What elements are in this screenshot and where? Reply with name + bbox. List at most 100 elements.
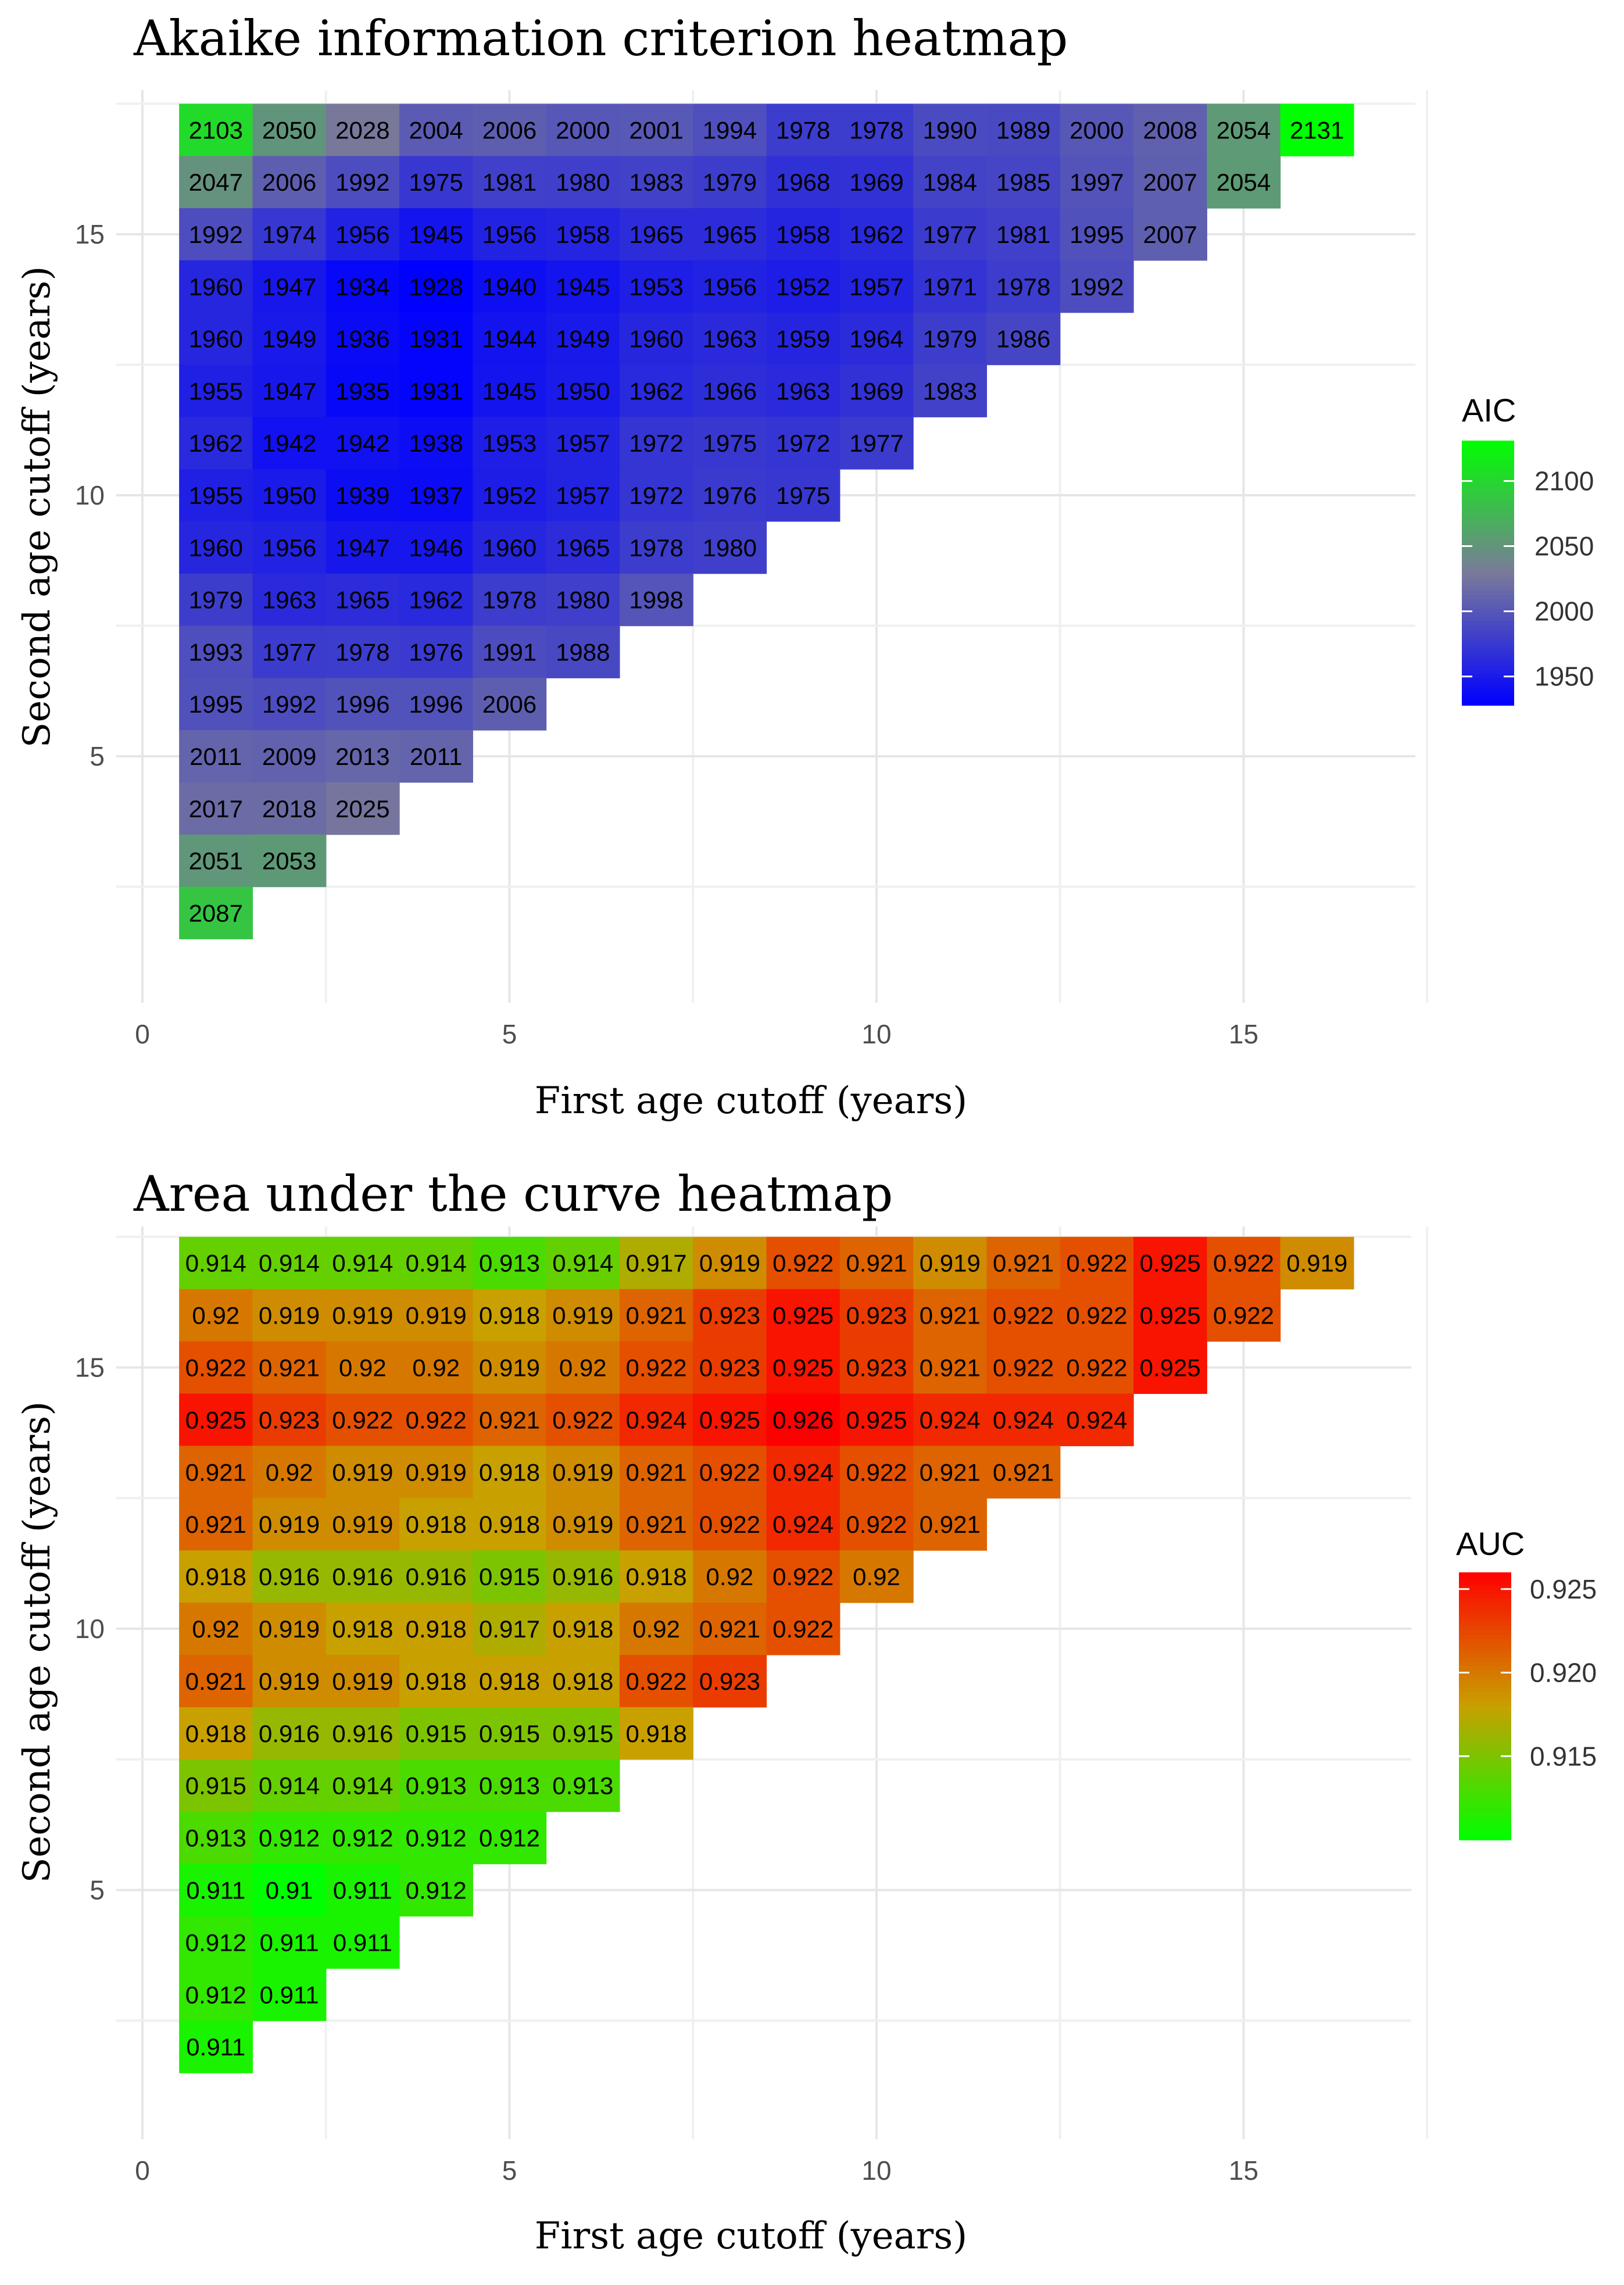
cell-value-label: 1964 <box>849 326 903 353</box>
x-axis-ticks: 0 5 10 15 <box>135 1019 1258 1049</box>
cell-value-label: 0.916 <box>552 1563 613 1590</box>
cell-value-label: 0.921 <box>846 1250 907 1277</box>
legend-colorbar-segment <box>1462 568 1514 574</box>
heatmap-cell <box>179 1759 253 1812</box>
heatmap-cell <box>839 312 914 366</box>
legend-colorbar-segment <box>1459 1733 1511 1738</box>
legend-colorbar-segment <box>1462 533 1514 538</box>
cell-value-label: 2013 <box>335 743 389 770</box>
cell-value-label: 0.919 <box>332 1668 393 1695</box>
heatmap-cell <box>325 1446 400 1499</box>
legend-colorbar-segment <box>1459 1786 1511 1791</box>
legend-colorbar-segment <box>1459 1817 1511 1823</box>
legend-colorbar-segment <box>1462 475 1514 481</box>
y-tick-label: 5 <box>90 1875 105 1905</box>
cell-value-label: 0.919 <box>920 1250 981 1277</box>
heatmap-cell <box>179 312 253 366</box>
heatmap-cell <box>325 1864 400 1917</box>
legend-colorbar-segment <box>1462 573 1514 578</box>
heatmap-cell <box>1060 1393 1134 1446</box>
cell-value-label: 0.918 <box>552 1668 613 1695</box>
heatmap-cell <box>325 678 400 731</box>
cell-value-label: 2004 <box>409 116 463 144</box>
heatmap-cell <box>325 1393 400 1446</box>
cell-value-label: 2087 <box>189 899 243 927</box>
legend-colorbar-segment <box>1459 1683 1511 1689</box>
heatmap-cell <box>179 469 253 522</box>
cell-value-label: 0.92 <box>559 1354 607 1382</box>
cell-value-label: 1955 <box>189 482 243 509</box>
heatmap-cell <box>766 417 840 470</box>
cell-value-label: 1995 <box>189 691 243 718</box>
heatmap-cell <box>766 260 840 313</box>
cell-value-label: 1946 <box>409 534 463 562</box>
heatmap-cell <box>839 1236 914 1290</box>
cell-value-label: 0.925 <box>846 1406 907 1433</box>
legend-colorbar-segment <box>1459 1808 1511 1814</box>
heatmap-cell <box>179 1236 253 1290</box>
heatmap-cell <box>546 1498 620 1551</box>
cell-value-label: 0.912 <box>406 1877 467 1904</box>
heatmap-cell <box>325 1603 400 1655</box>
cell-value-label: 0.915 <box>185 1772 246 1800</box>
legend-colorbar-segment <box>1459 1835 1511 1840</box>
legend-colorbar-segment <box>1459 1670 1511 1676</box>
cell-value-label: 0.922 <box>993 1302 1054 1329</box>
cell-value-label: 1988 <box>556 638 610 666</box>
heatmap-cell <box>399 417 473 470</box>
legend-tick-label: 0.925 <box>1530 1574 1597 1604</box>
cell-value-label: 0.922 <box>772 1563 834 1590</box>
chart-title: Area under the curve heatmap <box>133 1165 893 1222</box>
legend-colorbar-segment <box>1459 1603 1511 1609</box>
legend-colorbar-segment <box>1459 1608 1511 1613</box>
legend-colorbar-segment <box>1462 692 1514 697</box>
heatmap-cell <box>619 103 693 156</box>
heatmap-cell <box>252 521 327 574</box>
cell-value-label: 1972 <box>629 430 683 457</box>
heatmap-cell <box>325 730 400 783</box>
heatmap-cell <box>473 156 547 209</box>
cell-value-label: 0.925 <box>1140 1302 1201 1329</box>
cell-value-label: 1956 <box>703 273 757 301</box>
cell-value-label: 2000 <box>556 116 610 144</box>
heatmap-cell <box>179 1916 253 1969</box>
cell-value-label: 0.922 <box>846 1458 907 1486</box>
legend-colorbar-segment <box>1459 1594 1511 1600</box>
heatmap-cell <box>252 678 327 731</box>
heatmap-cell <box>1060 208 1134 261</box>
heatmap-cell <box>986 1289 1061 1342</box>
cell-value-label: 1990 <box>923 116 977 144</box>
cell-value-label: 0.921 <box>699 1615 760 1643</box>
heatmap-cell <box>399 1393 473 1446</box>
heatmap-cell <box>546 208 620 261</box>
heatmap-cell <box>693 364 767 417</box>
cell-value-label: 0.911 <box>333 1929 392 1956</box>
cell-value-label: 0.914 <box>259 1250 320 1277</box>
legend-colorbar-segment <box>1459 1621 1511 1626</box>
legend-colorbar-segment <box>1462 494 1514 499</box>
legend-colorbar-segment <box>1462 453 1514 459</box>
cell-value-label: 0.919 <box>332 1302 393 1329</box>
legend-colorbar-segment <box>1462 665 1514 671</box>
legend-colorbar-segment <box>1462 700 1514 706</box>
cell-value-label: 0.912 <box>259 1825 320 1852</box>
cell-value-label: 1949 <box>262 326 316 353</box>
heatmap-cell <box>546 1393 620 1446</box>
cell-value-label: 0.92 <box>632 1615 680 1643</box>
heatmap-cell <box>473 521 547 574</box>
heatmap-cell <box>252 1811 327 1865</box>
legend-colorbar-segment <box>1459 1804 1511 1810</box>
heatmap-cell <box>546 573 620 627</box>
cell-value-label: 1947 <box>262 273 316 301</box>
legend-colorbar-segment <box>1459 1639 1511 1644</box>
legend-colorbar-segment <box>1459 1599 1511 1604</box>
cell-value-label: 1995 <box>1069 221 1124 248</box>
legend-colorbar-segment <box>1462 652 1514 657</box>
heatmap-cell <box>473 312 547 366</box>
heatmap-cell <box>913 1498 988 1551</box>
heatmap-cell <box>473 625 547 678</box>
heatmap-cell <box>913 103 988 156</box>
heatmap-cell <box>473 1759 547 1812</box>
cell-value-label: 1958 <box>776 221 830 248</box>
